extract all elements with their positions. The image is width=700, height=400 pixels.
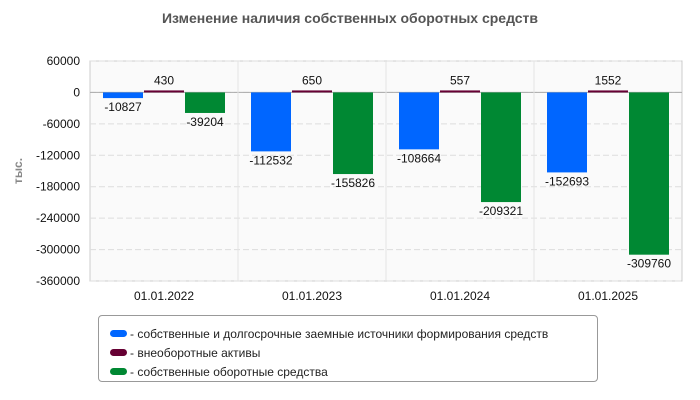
- x-tick-label: 01.01.2022: [134, 289, 194, 303]
- data-label: 557: [450, 73, 470, 87]
- legend-label-noncurrent-assets: внеоборотные активы: [130, 346, 260, 360]
- x-tick-label: 01.01.2025: [578, 289, 638, 303]
- x-tick-label: 01.01.2023: [282, 289, 342, 303]
- bar: [103, 92, 143, 99]
- legend-item-noncurrent-assets: внеоборотные активы: [99, 343, 597, 362]
- y-tick-label: -120000: [36, 148, 80, 162]
- legend-swatch-working-capital: [110, 368, 127, 375]
- y-axis-title: тыс.: [11, 158, 25, 184]
- data-label: -112532: [249, 153, 292, 167]
- y-tick-label: -60000: [43, 117, 81, 131]
- bar: [144, 90, 184, 93]
- y-tick-label: -300000: [36, 243, 80, 257]
- data-label: 1552: [595, 73, 622, 87]
- chart-title: Изменение наличия собственных оборотных …: [161, 10, 539, 26]
- data-label: -309760: [627, 257, 671, 271]
- legend-item-working-capital: собственные оборотные средства: [99, 362, 597, 381]
- y-tick-label: -180000: [36, 180, 80, 194]
- data-label: -152693: [545, 174, 589, 188]
- legend-label-working-capital: собственные оборотные средства: [130, 365, 327, 379]
- legend-swatch-sources: [110, 330, 127, 337]
- x-tick-label: 01.01.2024: [430, 289, 490, 303]
- y-tick-label: -240000: [36, 211, 80, 225]
- data-label: -209321: [479, 204, 523, 218]
- bar: [185, 92, 225, 113]
- bar: [399, 92, 439, 150]
- data-label: 430: [154, 73, 174, 87]
- bar: [481, 92, 521, 203]
- bar: [629, 92, 669, 255]
- y-tick-label: 0: [73, 85, 80, 99]
- bar: [292, 90, 332, 93]
- bar: [547, 92, 587, 173]
- data-label: -10827: [104, 100, 142, 114]
- data-label: -155826: [331, 176, 375, 190]
- bar: [588, 90, 628, 93]
- legend-label-sources: собственные и долгосрочные заемные источ…: [130, 327, 548, 341]
- y-tick-label: -360000: [36, 274, 80, 288]
- data-label: -108664: [397, 151, 441, 165]
- bar: [333, 92, 373, 175]
- y-tick-label: 60000: [47, 54, 81, 68]
- data-label: -39204: [186, 115, 224, 129]
- bar: [251, 92, 291, 152]
- legend-swatch-noncurrent-assets: [110, 349, 127, 356]
- bar: [440, 90, 480, 93]
- legend-item-sources: собственные и долгосрочные заемные источ…: [99, 324, 597, 343]
- legend: собственные и долгосрочные заемные источ…: [98, 315, 598, 382]
- data-label: 650: [302, 73, 322, 87]
